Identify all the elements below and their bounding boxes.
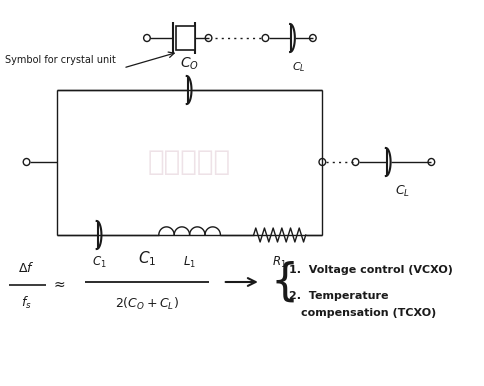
Text: 1.  Voltage control (VCXO): 1. Voltage control (VCXO)	[289, 265, 453, 275]
Text: $C_1$: $C_1$	[92, 255, 107, 270]
Text: $C_1$: $C_1$	[138, 249, 156, 268]
Text: $C_L$: $C_L$	[292, 60, 305, 74]
Text: 2.  Temperature: 2. Temperature	[289, 291, 389, 301]
Text: Symbol for crystal unit: Symbol for crystal unit	[5, 55, 116, 65]
Text: $\{$: $\{$	[270, 260, 295, 305]
Text: $C_O$: $C_O$	[180, 56, 199, 72]
Bar	[176, 26, 196, 50]
Text: $\Delta f$: $\Delta f$	[18, 261, 35, 275]
Text: $R_1$: $R_1$	[272, 255, 287, 270]
Text: 金洛鑫电子: 金洛鑫电子	[148, 148, 231, 176]
Text: compensation (TCXO): compensation (TCXO)	[301, 308, 436, 318]
Text: $L_1$: $L_1$	[183, 255, 196, 270]
Text: $f_s$: $f_s$	[21, 295, 32, 311]
Text: $C_L$: $C_L$	[395, 184, 410, 199]
Text: $\approx$: $\approx$	[51, 277, 66, 291]
Text: $2(C_O + C_L)$: $2(C_O + C_L)$	[115, 296, 179, 312]
